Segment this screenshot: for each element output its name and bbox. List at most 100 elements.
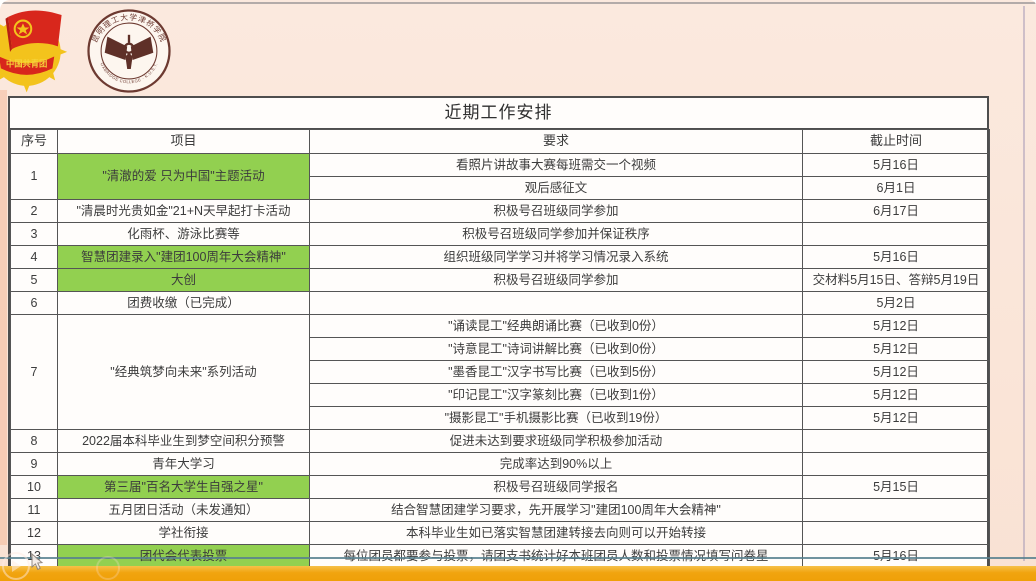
project-cell: 大创 <box>57 268 310 292</box>
deadline-cell <box>802 222 990 246</box>
project-cell: 团费收缴（已完成） <box>57 291 310 315</box>
deadline-cell <box>802 452 990 476</box>
requirement-cell: 本科毕业生如已落实智慧团建转接去向则可以开始转接 <box>309 521 803 545</box>
row-number-cell: 9 <box>10 452 58 476</box>
requirement-cell: 看照片讲故事大赛每班需交一个视频 <box>309 153 803 177</box>
requirement-cell: 每位团员都要参与投票，请团支书统计好本班团员人数和投票情况填写问卷星 <box>309 544 803 568</box>
requirement-cell: "墨香昆工"汉字书写比赛（已收到5份） <box>309 360 803 384</box>
requirement-cell: 促进未达到要求班级同学积极参加活动 <box>309 429 803 453</box>
requirement-cell: "诵读昆工"经典朗诵比赛（已收到0份） <box>309 314 803 338</box>
requirement-cell: 组织班级同学学习并将学习情况录入系统 <box>309 245 803 269</box>
project-cell: 智慧团建录入"建团100周年大会精神" <box>57 245 310 269</box>
table-row: 13团代会代表投票每位团员都要参与投票，请团支书统计好本班团员人数和投票情况填写… <box>10 544 990 568</box>
table-row: "摄影昆工"手机摄影比赛（已收到19份） 5月12日 <box>11 406 990 430</box>
column-header-requirement: 要求 <box>309 129 803 154</box>
progress-bar-strip[interactable] <box>0 566 1036 581</box>
deadline-cell: 6月17日 <box>802 199 990 223</box>
deadline-cell <box>802 498 990 522</box>
deadline-cell: 5月15日 <box>802 475 990 499</box>
row-number-cell: 6 <box>10 291 58 315</box>
deadline-cell: 5月2日 <box>802 291 990 315</box>
row-number-cell: 4 <box>10 245 58 269</box>
deadline-cell: 6月1日 <box>802 176 990 200</box>
row-number-cell: 5 <box>10 268 58 292</box>
table-body: 1 "清澈的爱 只为中国"主题活动 看照片讲故事大赛每班需交一个视频 5月16日 观后感… <box>10 153 990 568</box>
column-header-project: 项目 <box>57 129 310 154</box>
table-row: 9 青年大学习 完成率达到90%以上 <box>10 452 990 476</box>
college-seal-icon: 昆明理工大学津桥学院 OXBRIDGE COLLEGE · K.U.S.T. <box>87 9 171 93</box>
requirement-cell: 积极号召班级同学参加 <box>309 199 803 223</box>
table-row: 2 "清晨时光贵如金"21+N天早起打卡活动 积极号召班级同学参加 6月17日 <box>10 199 990 223</box>
table-row: "印记昆工"汉字篆刻比赛（已收到1份） 5月12日 <box>11 383 990 407</box>
requirement-cell: 完成率达到90%以上 <box>309 452 803 476</box>
project-cell: 青年大学习 <box>57 452 310 476</box>
right-edge-line <box>1023 6 1025 561</box>
column-header-deadline: 截止时间 <box>802 129 990 154</box>
project-cell: "经典筑梦向未来"系列活动 <box>57 314 310 430</box>
column-header-no: 序号 <box>10 129 58 154</box>
requirement-cell: 结合智慧团建学习要求，先开展学习"建团100周年大会精神" <box>309 498 803 522</box>
row-number-cell: 11 <box>10 498 58 522</box>
row-number-cell: 12 <box>10 521 58 545</box>
requirement-cell: 积极号召班级同学报名 <box>309 475 803 499</box>
requirement-cell: 积极号召班级同学参加 <box>309 268 803 292</box>
college-seal-logo: 昆明理工大学津桥学院 OXBRIDGE COLLEGE · K.U.S.T. <box>84 6 174 101</box>
row-number-cell: 2 <box>10 199 58 223</box>
play-button-icon[interactable] <box>2 552 30 580</box>
worksheet: 近期工作安排 序号 项目 要求 截止时间 1 "清澈的爱 只为中国"主题活动 看照片… <box>8 96 990 570</box>
table-row: 8 2022届本科毕业生到梦空间积分预警 促进未达到要求班级同学积极参加活动 <box>10 429 990 453</box>
table-row: 6 团费收缴（已完成） 5月2日 <box>10 291 990 315</box>
page-title: 近期工作安排 <box>10 98 987 129</box>
left-edge-tint <box>0 90 7 545</box>
project-cell: 第三届"百名大学生自强之星" <box>57 475 310 499</box>
cyl-banner-text: 中国共青团 <box>6 59 47 69</box>
project-cell: "清澈的爱 只为中国"主题活动 <box>57 153 310 200</box>
table-row: 5 大创 积极号召班级同学参加 交材料5月15日、答辩5月19日 <box>10 268 990 292</box>
requirement-cell: "印记昆工"汉字篆刻比赛（已收到1份） <box>309 383 803 407</box>
table-row: 10 第三届"百名大学生自强之星" 积极号召班级同学报名 5月15日 <box>10 475 990 499</box>
deadline-cell: 5月12日 <box>802 406 990 430</box>
project-cell: 团代会代表投票 <box>57 544 310 568</box>
deadline-cell: 5月12日 <box>802 383 990 407</box>
table-row: 4 智慧团建录入"建团100周年大会精神" 组织班级同学学习并将学习情况录入系统 5月… <box>10 245 990 269</box>
row-number-cell: 7 <box>10 314 58 430</box>
deadline-cell: 5月12日 <box>802 337 990 361</box>
deadline-cell: 5月16日 <box>802 153 990 177</box>
requirement-cell: 积极号召班级同学参加并保证秩序 <box>309 222 803 246</box>
deadline-cell: 5月12日 <box>802 360 990 384</box>
table-row: 11 五月团日活动（未发通知） 结合智慧团建学习要求，先开展学习"建团100周年大会… <box>10 498 990 522</box>
cyl-emblem-logo: 中国共青团 <box>0 4 82 101</box>
project-cell: 化雨杯、游泳比赛等 <box>57 222 310 246</box>
requirement-cell: 观后感征文 <box>309 176 803 200</box>
table-row: 3 化雨杯、游泳比赛等 积极号召班级同学参加并保证秩序 <box>10 222 990 246</box>
deadline-cell <box>802 521 990 545</box>
project-cell: 五月团日活动（未发通知） <box>57 498 310 522</box>
table-row: 观后感征文 6月1日 <box>11 176 990 200</box>
project-cell: 学社衔接 <box>57 521 310 545</box>
row-number-cell: 10 <box>10 475 58 499</box>
project-cell: "清晨时光贵如金"21+N天早起打卡活动 <box>57 199 310 223</box>
top-edge-line <box>0 2 1036 4</box>
deadline-cell <box>802 429 990 453</box>
cyl-emblem-icon: 中国共青团 <box>0 10 68 93</box>
table-row: "墨香昆工"汉字书写比赛（已收到5份） 5月12日 <box>11 360 990 384</box>
deadline-cell: 5月16日 <box>802 544 990 568</box>
row-number-cell: 3 <box>10 222 58 246</box>
table-row: 1 "清澈的爱 只为中国"主题活动 看照片讲故事大赛每班需交一个视频 5月16日 <box>10 153 990 200</box>
requirement-cell: "诗意昆工"诗词讲解比赛（已收到0份） <box>309 337 803 361</box>
table-row: 7 "经典筑梦向未来"系列活动 "诵读昆工"经典朗诵比赛（已收到0份） 5月12日 <box>10 314 990 430</box>
table-row: 12 学社衔接 本科毕业生如已落实智慧团建转接去向则可以开始转接 <box>10 521 990 545</box>
row-number-cell: 1 <box>10 153 58 200</box>
ghost-circle-icon <box>96 556 120 580</box>
deadline-cell: 5月16日 <box>802 245 990 269</box>
header-row: 序号 项目 要求 截止时间 <box>10 129 990 154</box>
deadline-cell: 交材料5月15日、答辩5月19日 <box>802 268 990 292</box>
work-table: 序号 项目 要求 截止时间 1 "清澈的爱 只为中国"主题活动 看照片讲故事大赛每班… <box>10 129 990 568</box>
requirement-cell <box>309 291 803 315</box>
teal-divider <box>0 557 1036 559</box>
row-number-cell: 8 <box>10 429 58 453</box>
deadline-cell: 5月12日 <box>802 314 990 338</box>
project-cell: 2022届本科毕业生到梦空间积分预警 <box>57 429 310 453</box>
requirement-cell: "摄影昆工"手机摄影比赛（已收到19份） <box>309 406 803 430</box>
